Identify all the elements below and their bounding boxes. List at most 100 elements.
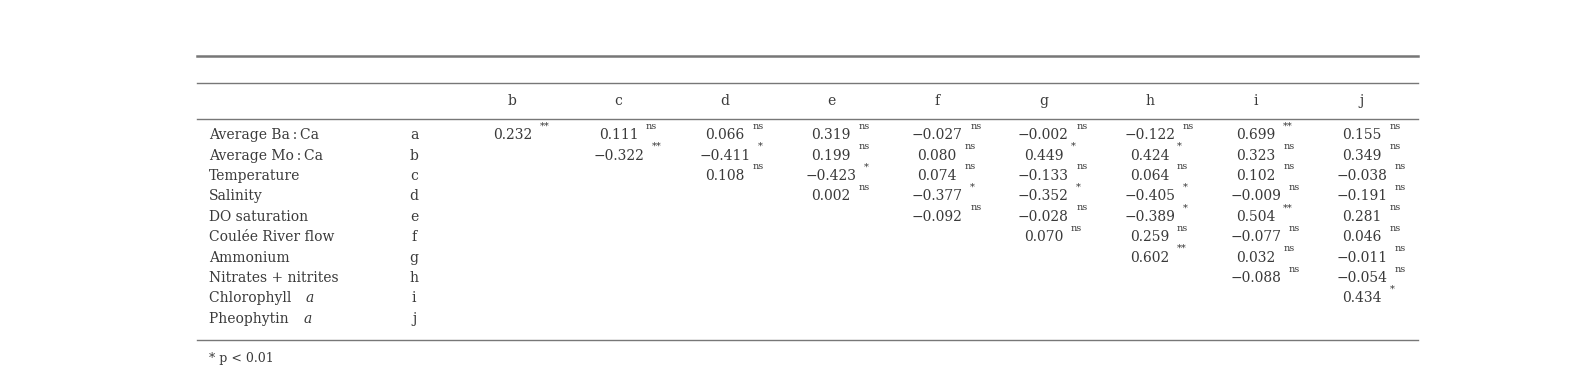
Text: ns: ns <box>1389 142 1400 151</box>
Text: ns: ns <box>1288 264 1299 273</box>
Text: h: h <box>410 271 419 285</box>
Text: h: h <box>1145 94 1154 108</box>
Text: 0.064: 0.064 <box>1129 169 1169 183</box>
Text: 0.449: 0.449 <box>1024 149 1063 163</box>
Text: 0.434: 0.434 <box>1342 291 1381 305</box>
Text: 0.504: 0.504 <box>1236 210 1276 224</box>
Text: **: ** <box>1177 244 1188 253</box>
Text: −0.122: −0.122 <box>1125 128 1175 142</box>
Text: ns: ns <box>1395 162 1406 172</box>
Text: ns: ns <box>1389 224 1400 233</box>
Text: 0.155: 0.155 <box>1342 128 1381 142</box>
Text: **: ** <box>1284 203 1293 212</box>
Text: e: e <box>410 210 419 224</box>
Text: b: b <box>410 149 419 163</box>
Text: ns: ns <box>1395 183 1406 192</box>
Text: a: a <box>302 312 312 326</box>
Text: b: b <box>509 94 517 108</box>
Text: −0.027: −0.027 <box>912 128 962 142</box>
Text: Coulée River flow: Coulée River flow <box>209 230 334 244</box>
Text: −0.092: −0.092 <box>912 210 962 224</box>
Text: f: f <box>934 94 940 108</box>
Text: −0.411: −0.411 <box>699 149 750 163</box>
Text: ns: ns <box>1284 244 1295 253</box>
Text: Ammonium: Ammonium <box>209 251 290 264</box>
Text: **: ** <box>652 142 662 151</box>
Text: *: * <box>1076 183 1080 192</box>
Text: 0.424: 0.424 <box>1129 149 1169 163</box>
Text: 0.032: 0.032 <box>1236 251 1276 264</box>
Text: 0.259: 0.259 <box>1129 230 1169 244</box>
Text: ns: ns <box>1076 162 1088 172</box>
Text: 0.108: 0.108 <box>706 169 745 183</box>
Text: −0.133: −0.133 <box>1017 169 1069 183</box>
Text: ns: ns <box>1177 162 1188 172</box>
Text: Salinity: Salinity <box>209 190 263 203</box>
Text: 0.602: 0.602 <box>1129 251 1169 264</box>
Text: ns: ns <box>858 183 869 192</box>
Text: 0.319: 0.319 <box>811 128 850 142</box>
Text: −0.009: −0.009 <box>1230 190 1280 203</box>
Text: 0.074: 0.074 <box>917 169 958 183</box>
Text: −0.377: −0.377 <box>912 190 962 203</box>
Text: *: * <box>1071 142 1076 151</box>
Text: ns: ns <box>964 142 976 151</box>
Text: ns: ns <box>1288 224 1299 233</box>
Text: i: i <box>1254 94 1258 108</box>
Text: −0.077: −0.077 <box>1230 230 1282 244</box>
Text: 0.066: 0.066 <box>706 128 745 142</box>
Text: −0.405: −0.405 <box>1125 190 1175 203</box>
Text: 0.102: 0.102 <box>1236 169 1276 183</box>
Text: ns: ns <box>1076 203 1088 212</box>
Text: −0.389: −0.389 <box>1125 210 1175 224</box>
Text: *: * <box>1177 142 1181 151</box>
Text: 0.111: 0.111 <box>598 128 638 142</box>
Text: −0.352: −0.352 <box>1017 190 1069 203</box>
Text: −0.423: −0.423 <box>805 169 857 183</box>
Text: ns: ns <box>646 122 657 131</box>
Text: ns: ns <box>1284 142 1295 151</box>
Text: −0.028: −0.028 <box>1017 210 1069 224</box>
Text: *: * <box>758 142 762 151</box>
Text: Average Mo : Ca: Average Mo : Ca <box>209 149 323 163</box>
Text: ns: ns <box>1395 264 1406 273</box>
Text: 0.046: 0.046 <box>1342 230 1381 244</box>
Text: ns: ns <box>1177 224 1188 233</box>
Text: ns: ns <box>858 142 869 151</box>
Text: 0.699: 0.699 <box>1236 128 1276 142</box>
Text: −0.088: −0.088 <box>1230 271 1280 285</box>
Text: DO saturation: DO saturation <box>209 210 309 224</box>
Text: ns: ns <box>1389 122 1400 131</box>
Text: ns: ns <box>753 122 764 131</box>
Text: −0.322: −0.322 <box>594 149 644 163</box>
Text: 0.232: 0.232 <box>493 128 532 142</box>
Text: 0.349: 0.349 <box>1342 149 1381 163</box>
Text: −0.038: −0.038 <box>1337 169 1388 183</box>
Text: 0.323: 0.323 <box>1236 149 1276 163</box>
Text: j: j <box>1359 94 1364 108</box>
Text: ns: ns <box>1389 203 1400 212</box>
Text: j: j <box>413 312 416 326</box>
Text: −0.054: −0.054 <box>1337 271 1388 285</box>
Text: 0.281: 0.281 <box>1342 210 1381 224</box>
Text: c: c <box>410 169 417 183</box>
Text: d: d <box>720 94 729 108</box>
Text: i: i <box>413 291 416 305</box>
Text: e: e <box>827 94 835 108</box>
Text: *: * <box>1183 183 1188 192</box>
Text: ns: ns <box>970 203 981 212</box>
Text: Nitrates + nitrites: Nitrates + nitrites <box>209 271 339 285</box>
Text: −0.002: −0.002 <box>1017 128 1069 142</box>
Text: a: a <box>306 291 313 305</box>
Text: **: ** <box>540 122 550 131</box>
Text: ns: ns <box>1284 162 1295 172</box>
Text: f: f <box>411 230 417 244</box>
Text: Average Ba : Ca: Average Ba : Ca <box>209 128 320 142</box>
Text: ns: ns <box>1076 122 1088 131</box>
Text: ns: ns <box>964 162 976 172</box>
Text: *: * <box>1389 285 1394 294</box>
Text: Temperature: Temperature <box>209 169 301 183</box>
Text: 0.080: 0.080 <box>918 149 956 163</box>
Text: **: ** <box>1284 122 1293 131</box>
Text: ns: ns <box>1395 244 1406 253</box>
